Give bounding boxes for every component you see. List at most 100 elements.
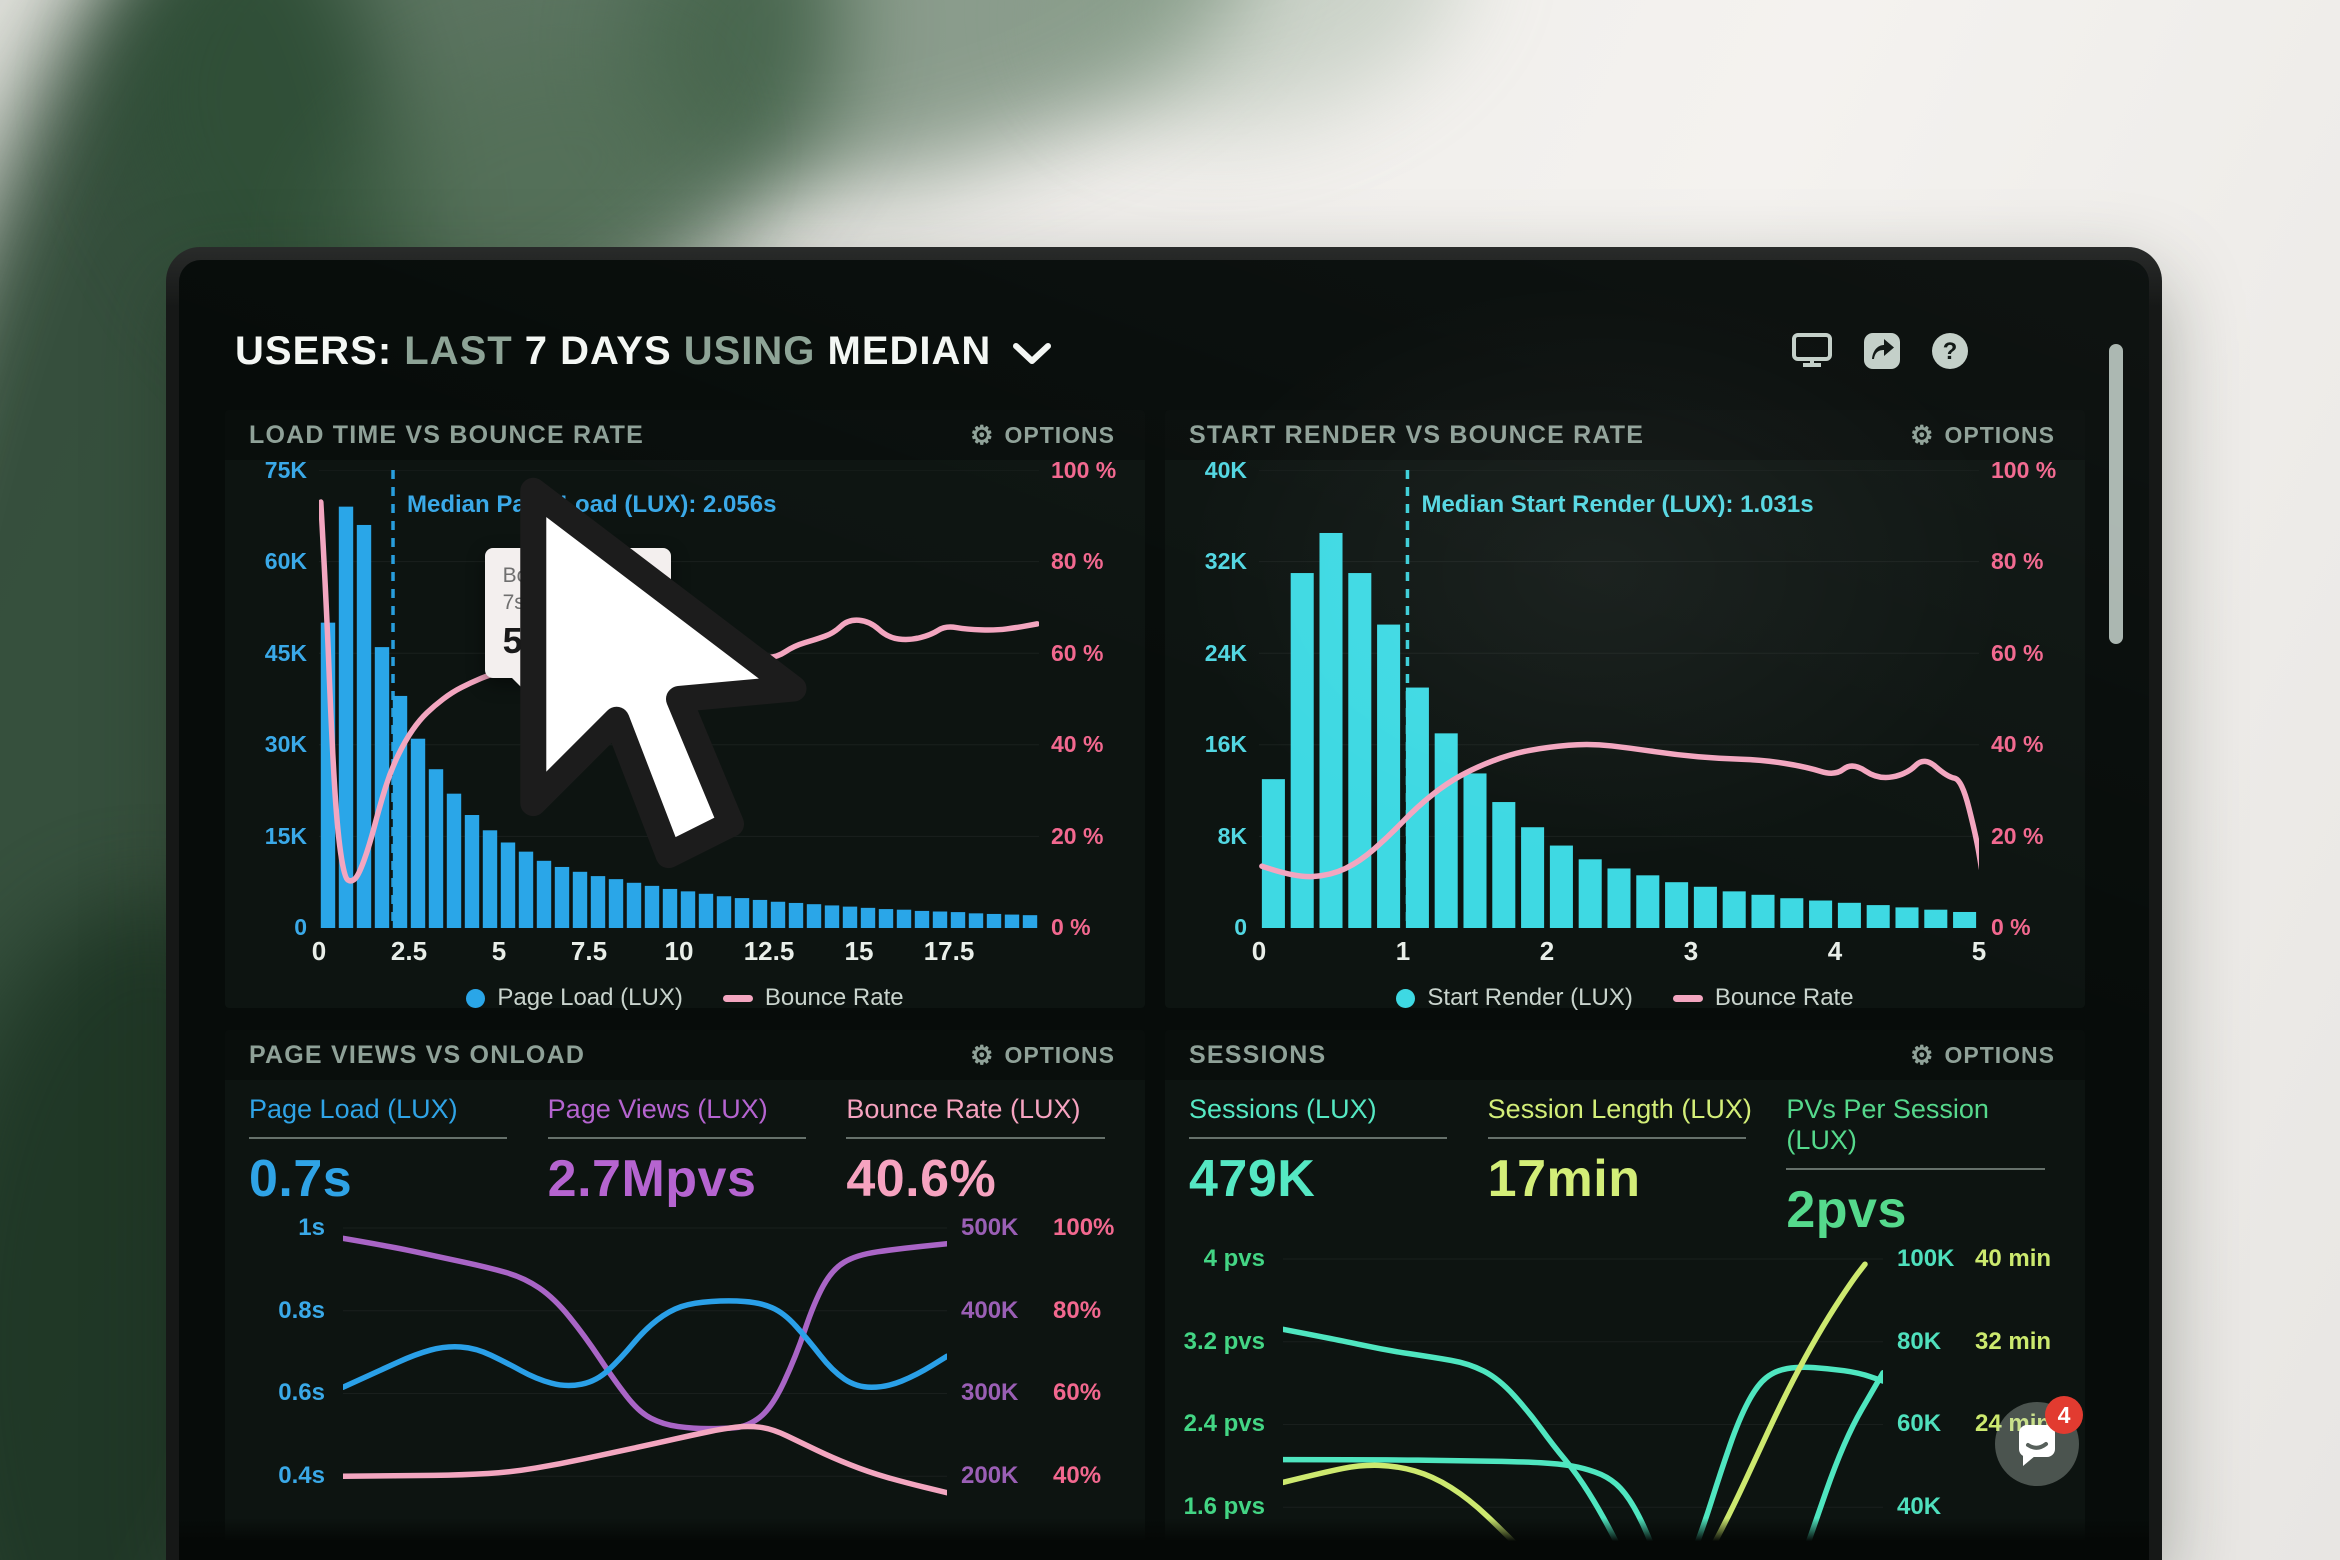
bar: [572, 871, 588, 928]
share-icon[interactable]: [1863, 332, 1901, 370]
y-axis-tick: 0.6s: [278, 1379, 325, 1407]
x-axis: 0 2.5 5 7.5 10 12.5 15 17.5: [312, 936, 1039, 968]
svg-text:?: ?: [1943, 338, 1958, 365]
title-part: USING: [671, 328, 816, 373]
bar: [1780, 898, 1804, 928]
y-axis-tick: 1.6 pvs: [1183, 1493, 1265, 1521]
sessions-chart: Sessions (LUX) 479K Session Length (LUX)…: [1165, 1094, 2085, 1560]
options-button[interactable]: ⚙ OPTIONS: [964, 421, 1121, 450]
y-axis-tick: 0.8s: [278, 1296, 325, 1324]
page-views-line: [343, 1238, 947, 1428]
toolbar: ?: [1791, 332, 1969, 370]
panel-title: PAGE VIEWS VS ONLOAD: [249, 1040, 586, 1069]
options-button[interactable]: ⚙ OPTIONS: [1904, 421, 2061, 450]
bar: [1607, 868, 1631, 928]
panel-title: SESSIONS: [1189, 1040, 1327, 1069]
metric-sessions-lux-: Sessions (LUX) 479K: [1189, 1094, 1464, 1240]
page-load-line: [343, 1301, 947, 1387]
options-button[interactable]: ⚙ OPTIONS: [1904, 1041, 2061, 1070]
gear-icon: ⚙: [1910, 420, 1935, 450]
title-part: LAST: [392, 328, 513, 373]
bar: [878, 909, 894, 928]
bar: [1377, 624, 1401, 928]
y-axis-tick: 500K: [961, 1214, 1019, 1242]
bar: [734, 898, 750, 928]
y-axis-left: 4 pvs 3.2 pvs 2.4 pvs 1.6 pvs: [1181, 1245, 1273, 1560]
bar: [356, 524, 372, 928]
metric-divider: [249, 1137, 508, 1139]
plant-leaf: [1023, 0, 1497, 170]
y-axis-tick: 32 min: [1975, 1327, 2052, 1355]
sessions-plot-area[interactable]: [1283, 1252, 1883, 1560]
x-axis-tick: 0: [311, 936, 327, 966]
start-render-chart: 40K 32K 24K 16K 8K 0 Median Start Render (LUX…: [1165, 457, 2085, 1012]
bar: [626, 882, 642, 928]
intercom-chat-button[interactable]: 4: [1995, 1396, 2083, 1486]
x-axis-tick: 5: [1971, 936, 1987, 966]
options-button[interactable]: ⚙ OPTIONS: [964, 1041, 1121, 1070]
metric-divider: [547, 1137, 806, 1139]
bar: [518, 851, 534, 928]
users-filter-dropdown[interactable]: USERS: LAST 7 DAYS USING MEDIAN: [235, 328, 1052, 374]
bar: [1434, 733, 1458, 928]
bar: [428, 769, 444, 928]
bar: [464, 815, 480, 928]
y-axis-tick: 200K: [961, 1462, 1019, 1490]
bar: [1290, 573, 1314, 928]
y-axis-tick: 40K: [1897, 1493, 1942, 1521]
y-axis-tick: 400K: [961, 1296, 1019, 1324]
bar: [1722, 891, 1746, 928]
panel-start-render-vs-bounce-rate: START RENDER VS BOUNCE RATE ⚙ OPTIONS 40K…: [1165, 410, 2085, 1011]
legend-item: Bounce Rate: [1672, 984, 1854, 1012]
load_time-plot-area[interactable]: Median Page Load (LUX): 2.056s 0 2.5 5 7.5 1…: [312, 470, 1039, 966]
bar: [374, 647, 390, 928]
metric-divider: [1786, 1168, 2045, 1170]
bar: [968, 913, 984, 928]
bar: [806, 904, 822, 928]
metric-value: 479K: [1189, 1150, 1316, 1208]
panel-load-time-vs-bounce-rate: LOAD TIME VS BOUNCE RATE ⚙ OPTIONS 75K 60K…: [225, 410, 1145, 1011]
scrollbar-thumb[interactable]: [2109, 344, 2123, 644]
monitor-icon[interactable]: [1791, 332, 1833, 370]
bar: [446, 793, 462, 928]
bar: [716, 896, 732, 928]
bounce-rate-line: [1262, 744, 1979, 876]
bar: [1521, 827, 1545, 928]
bar: [1809, 900, 1833, 928]
x-axis-tick: 12.5: [743, 936, 795, 966]
bar: [1895, 907, 1919, 928]
y-axis-tick: 3.2 pvs: [1183, 1327, 1265, 1355]
x-axis-tick: 7.5: [570, 936, 608, 966]
bar: [1463, 773, 1487, 928]
bar: [1549, 845, 1573, 928]
x-axis-tick: 10: [664, 936, 694, 966]
bar: [482, 830, 498, 928]
bar: [950, 912, 966, 928]
y-axis-right: 500K 400K 300K 200K 100% 80% 60% 40%: [957, 1214, 1135, 1560]
metric-value: 2pvs: [1786, 1181, 1907, 1239]
bar: [1492, 802, 1516, 928]
legend-item: Page Load (LUX): [466, 984, 683, 1012]
y-axis-tick: 300K: [961, 1379, 1019, 1407]
x-axis-tick: 3: [1683, 936, 1699, 966]
bar: [1004, 914, 1020, 928]
bounce-rate-line: [343, 1426, 947, 1492]
notification-badge: 4: [2045, 1396, 2083, 1434]
start_render-plot-area[interactable]: Median Start Render (LUX): 1.031s 0 1 2 3 4 5: [1252, 470, 1986, 966]
y-axis-tick: 40 min: [1975, 1245, 2052, 1273]
help-icon[interactable]: ?: [1931, 332, 1969, 370]
panel-sessions: SESSIONS ⚙ OPTIONS Sessions (LUX) 479K Se…: [1165, 1030, 2085, 1560]
gear-icon: ⚙: [1910, 1040, 1935, 1070]
session-length-2-line: [1661, 1264, 1865, 1560]
session-length-line: [1283, 1465, 1601, 1560]
gear-icon: ⚙: [970, 1040, 995, 1070]
metric-bounce-rate-lux-: Bounce Rate (LUX) 40.6%: [846, 1094, 1121, 1209]
title-part: USERS:: [235, 328, 393, 373]
bar: [698, 893, 714, 928]
bar: [1953, 911, 1977, 928]
legend-item: Start Render (LUX): [1396, 984, 1633, 1012]
pageviews_onload-plot-area[interactable]: [343, 1221, 947, 1560]
y-axis-tick: 80K: [1897, 1327, 1942, 1355]
x-axis-tick: 2: [1539, 936, 1555, 966]
